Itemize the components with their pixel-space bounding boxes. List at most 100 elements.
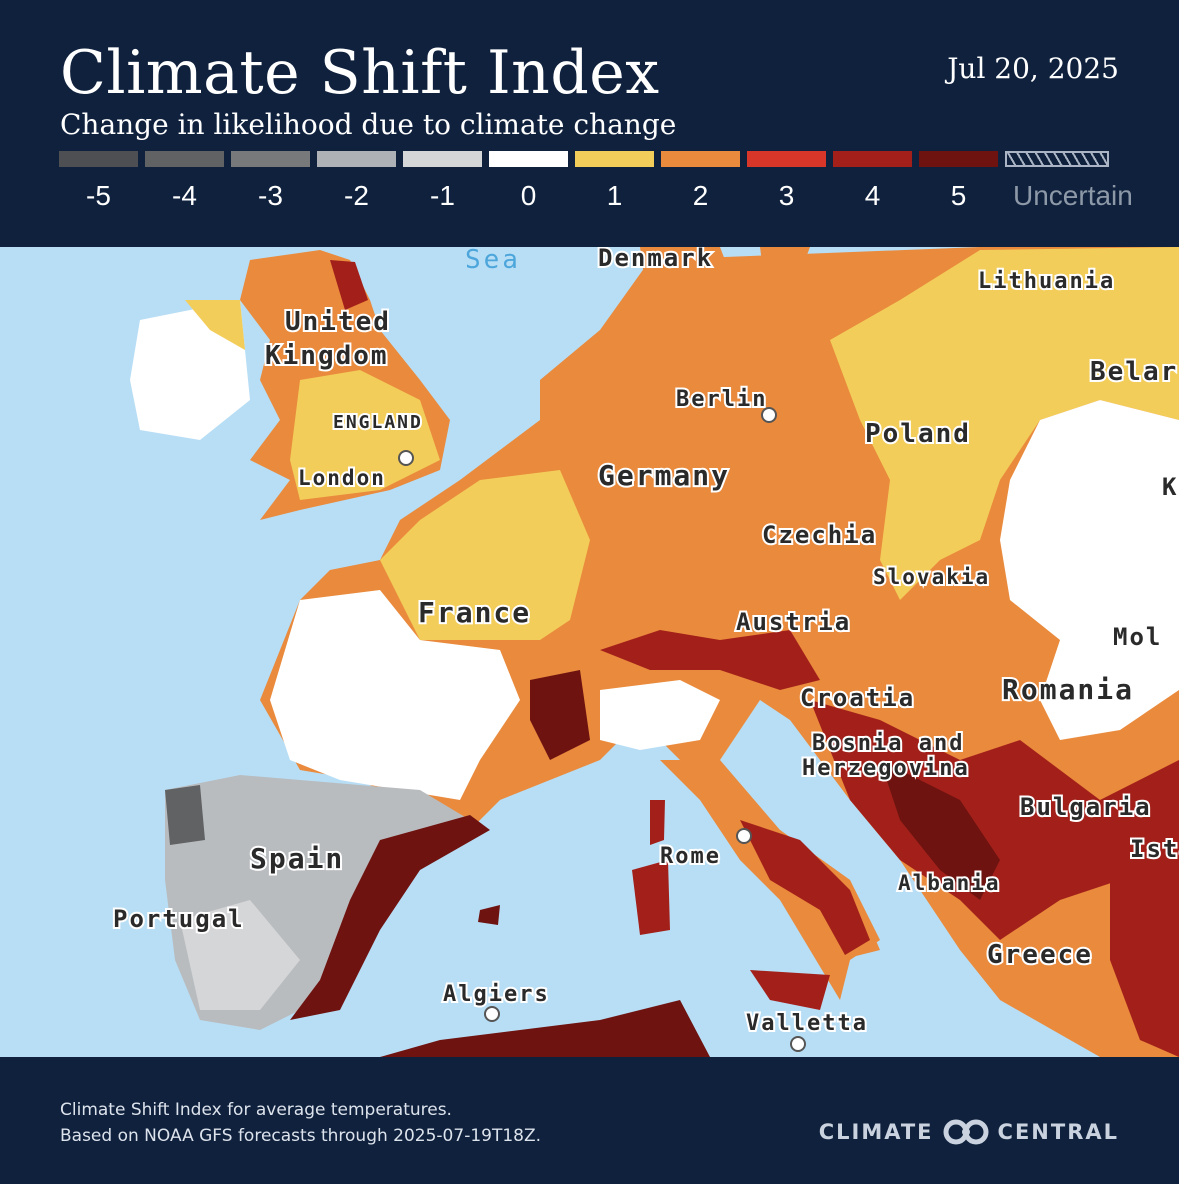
label-berlin: Berlin — [676, 387, 767, 412]
region-cat5-rhone — [530, 670, 590, 760]
city-marker-london — [398, 450, 414, 466]
label-valletta: Valletta — [746, 1011, 868, 1036]
label-germany: Germany — [598, 459, 730, 492]
logo-text-left: CLIMATE — [818, 1120, 934, 1144]
legend-label: -1 — [430, 180, 455, 211]
legend-swatch — [231, 151, 310, 167]
map-labels: Sea Denmark Lithuania United Kingdom Bel… — [111, 247, 1179, 1052]
footer: Climate Shift Index for average temperat… — [0, 1057, 1179, 1184]
region-cat5-south-italy — [740, 820, 870, 955]
subtitle: Change in likelihood due to climate chan… — [60, 108, 677, 141]
region-cat4-balkans — [810, 700, 1179, 940]
north-africa — [380, 1000, 710, 1057]
label-belarus: Belar — [1090, 357, 1178, 387]
legend-label: -4 — [172, 180, 197, 211]
label-czechia: Czechia — [762, 521, 877, 549]
climate-central-logo: CLIMATE CENTRAL — [819, 1119, 1119, 1145]
legend-label: 5 — [950, 180, 967, 211]
label-poland: Poland — [865, 419, 971, 449]
legend-swatch — [145, 151, 224, 167]
legend-swatch — [59, 151, 138, 167]
label-romania: Romania — [1002, 673, 1134, 706]
legend-label: -2 — [344, 180, 369, 211]
label-united: United — [285, 307, 391, 337]
label-bosnia-2: Herzegovina — [802, 756, 970, 781]
balearic-islands — [478, 905, 500, 925]
label-austria: Austria — [736, 608, 851, 636]
header: Climate Shift Index Change in likelihood… — [0, 0, 1179, 247]
label-denmark: Denmark — [598, 247, 713, 272]
legend-swatches — [59, 151, 1109, 167]
legend-label: 3 — [778, 180, 795, 211]
denmark — [640, 247, 740, 330]
legend-label: -3 — [258, 180, 283, 211]
label-england: ENGLAND — [333, 412, 423, 433]
sardinia — [632, 860, 670, 935]
region-cat0-east — [1000, 400, 1179, 740]
label-kingdom: Kingdom — [265, 341, 389, 371]
label-france: France — [418, 596, 531, 629]
label-spain: Spain — [250, 842, 344, 875]
date: Jul 20, 2025 — [947, 52, 1119, 85]
legend-swatch — [747, 151, 826, 167]
legend-swatch — [317, 151, 396, 167]
title: Climate Shift Index — [60, 38, 660, 108]
label-rome: Rome — [660, 844, 721, 869]
sweden — [760, 247, 810, 300]
region-cat-minus4-galicia — [165, 785, 205, 845]
region-cat1-ireland — [185, 300, 245, 350]
region-cat0-italy — [600, 680, 720, 750]
region-cat4-greece — [1110, 860, 1179, 1057]
map: Sea Denmark Lithuania United Kingdom Bel… — [0, 247, 1179, 1057]
footnote-line-1: Climate Shift Index for average temperat… — [60, 1100, 452, 1120]
city-marker-algiers — [484, 1006, 500, 1022]
legend-swatch — [575, 151, 654, 167]
region-cat1-france — [380, 470, 590, 640]
legend-label: Uncertain — [1013, 180, 1133, 211]
legend-swatch — [1005, 151, 1109, 167]
region-cat1-england — [290, 370, 440, 500]
legend-label: 1 — [606, 180, 623, 211]
label-sea: Sea — [465, 247, 521, 275]
legend-label: -5 — [86, 180, 111, 211]
legend-label: 4 — [864, 180, 881, 211]
legend-label: 0 — [520, 180, 537, 211]
label-k: K — [1162, 473, 1178, 501]
label-portugal: Portugal — [113, 905, 245, 933]
logo-rings-icon — [943, 1119, 989, 1145]
city-marker-valletta — [790, 1036, 806, 1052]
label-london: London — [298, 466, 386, 490]
label-lithuania: Lithuania — [978, 269, 1115, 294]
region-cat1-northeast — [830, 247, 1179, 600]
legend-label: 2 — [692, 180, 709, 211]
city-marker-berlin — [761, 407, 777, 423]
footnote-line-2: Based on NOAA GFS forecasts through 2025… — [60, 1126, 542, 1146]
label-istanbul: Ista — [1130, 835, 1179, 863]
legend-swatch — [661, 151, 740, 167]
label-croatia: Croatia — [800, 684, 915, 712]
region-cat4-alps — [600, 630, 820, 690]
legend-swatch — [833, 151, 912, 167]
label-slovakia: Slovakia — [873, 565, 990, 589]
legend-swatch — [919, 151, 998, 167]
legend-labels: -5 -4 -3 -2 -1 0 1 2 3 4 5 Uncertain — [59, 180, 1153, 212]
legend-swatch — [489, 151, 568, 167]
region-cat5-spain-east — [290, 815, 490, 1020]
sicily — [750, 970, 830, 1010]
footnote: Climate Shift Index for average temperat… — [60, 1097, 541, 1149]
logo-text-right: CENTRAL — [997, 1120, 1119, 1144]
label-albania: Albania — [898, 871, 1001, 895]
corsica — [650, 800, 665, 845]
label-greece: Greece — [987, 940, 1093, 970]
region-cat4-northern-england — [330, 260, 368, 310]
region-cat0-france — [270, 590, 520, 800]
label-bosnia-1: Bosnia and — [812, 731, 964, 756]
region-cat-minus1-iberia — [180, 900, 300, 1010]
city-marker-rome — [736, 828, 752, 844]
region-cat5-balkans — [880, 760, 1000, 900]
label-moldova: Mol — [1113, 623, 1162, 651]
label-algiers: Algiers — [443, 982, 550, 1007]
label-bulgaria: Bulgaria — [1020, 793, 1152, 821]
legend-swatch — [403, 151, 482, 167]
